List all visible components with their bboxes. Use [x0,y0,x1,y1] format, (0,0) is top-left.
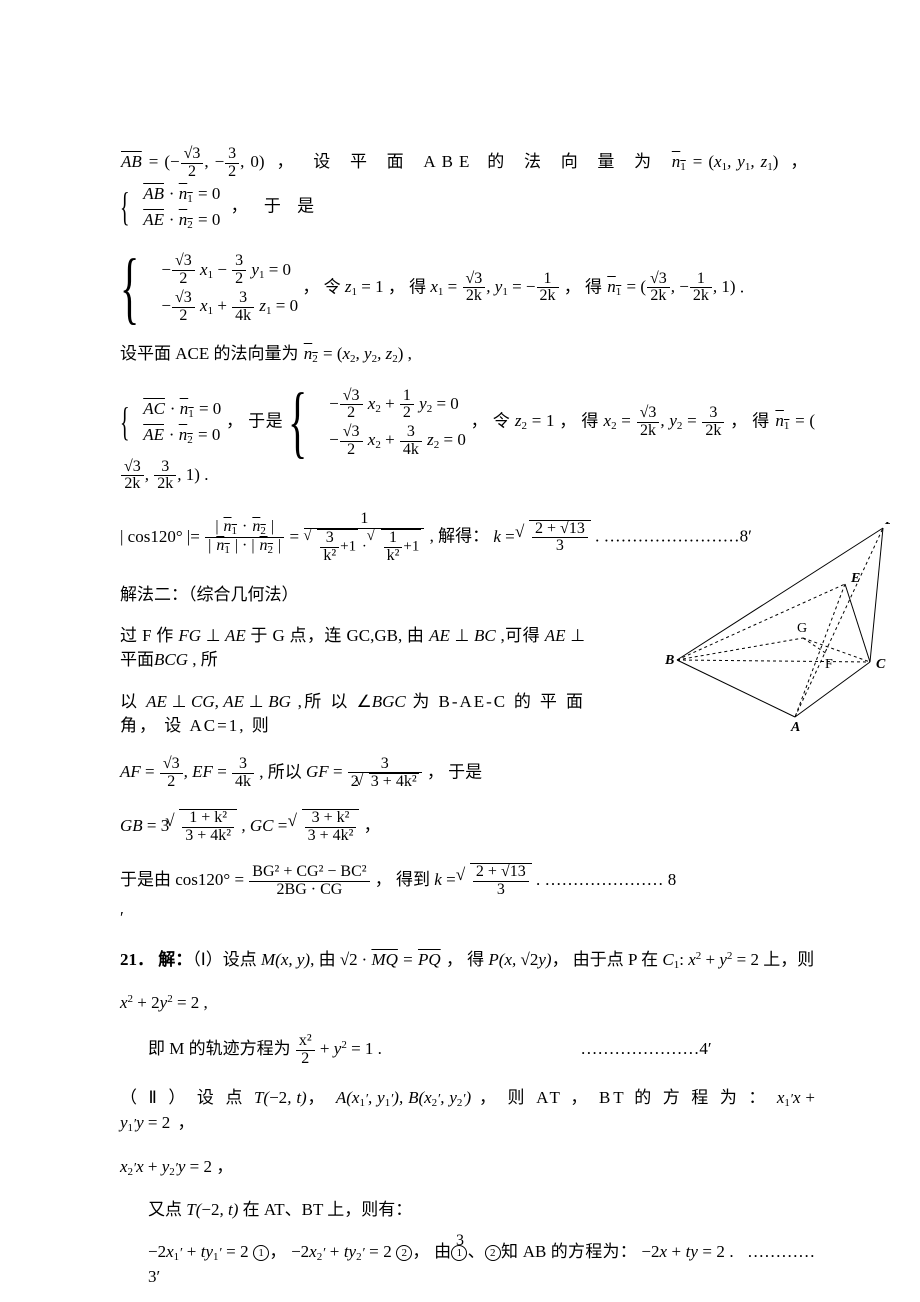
svg-text:A: A [790,720,800,732]
text: 解： [158,950,192,969]
problem-number: 21． [120,950,154,969]
prob-21-line1: 21． 解：（Ⅰ）设点 M(x, y), 由 √2 · MQ = PQ ， 得 … [120,948,815,973]
text: ， 令 [471,411,515,430]
svg-text:E: E [850,571,860,586]
page-number: 3 [0,1230,920,1252]
prob-21-line2: x2 + 2y2 = 2 , [120,991,815,1015]
text: ， 于 是 [231,196,321,215]
text: ， 得 [388,277,431,296]
text: ， 得 [559,411,603,430]
text-tick: ′ [120,906,815,930]
prob-21-line3: 即 M 的轨迹方程为 x²2 + y2 = 1 . …………………4′ [120,1033,815,1068]
svg-text:C: C [876,657,886,672]
eq-line-4: { AC · n1 = 0 AE · n2 = 0 ， 于是 { −√32 x2… [120,386,815,493]
eq-method2-5: 于是由 cos120° = BG² + CG² − BC²2BG · CG ， … [120,863,815,899]
tetrahedron-diagram: A B C D E F G [665,522,890,732]
score-dots-2: ………………… 8 [544,870,676,889]
prob-21-line4: （ Ⅱ ） 设 点 T(−2, t)， A(x1′, y1′), B(x2′, … [120,1086,815,1137]
eq-line-1: AB = (−√32, −32, 0) ， 设 平 面 ABE 的 法 向 量 … [120,146,815,234]
eq-line-2: { −√32 x1 − 32 y1 = 0 −√32 x1 + 34k z1 =… [120,252,815,325]
document-page: AB = (−√32, −32, 0) ， 设 平 面 ABE 的 法 向 量 … [0,0,920,1302]
text: ， 设 平 面 ABE 的 法 向 量 为 [277,152,671,171]
svg-text:G: G [797,621,807,636]
eq-method2-4: GB = 31 + k²3 + 4k² , GC = 3 + k²3 + 4k²… [120,809,815,845]
text: , 解得： [430,527,494,546]
text: ， 于是 [226,411,288,430]
text-line-3: 设平面 ACE 的法向量为 n2 = (x2, y2, z2) , [120,342,815,367]
prob-21-line6: 又点 T(−2, t) 在 AT、BT 上，则有： [120,1198,815,1222]
svg-text:B: B [665,653,674,668]
text: ， [790,152,815,171]
text: ， 得 [730,411,774,430]
score-dots-3: …………………4′ [580,1039,711,1058]
eq-method2-3: AF = √32, EF = 34k , 所以 GF = 323 + 4k² ，… [120,756,815,792]
text: ， 得 [564,277,607,296]
prob-21-line5: x2′x + y2′y = 2 ， [120,1155,815,1180]
svg-text:D: D [884,522,890,528]
svg-text:F: F [825,657,833,672]
text: ， 令 [302,277,345,296]
text: . [595,527,604,546]
